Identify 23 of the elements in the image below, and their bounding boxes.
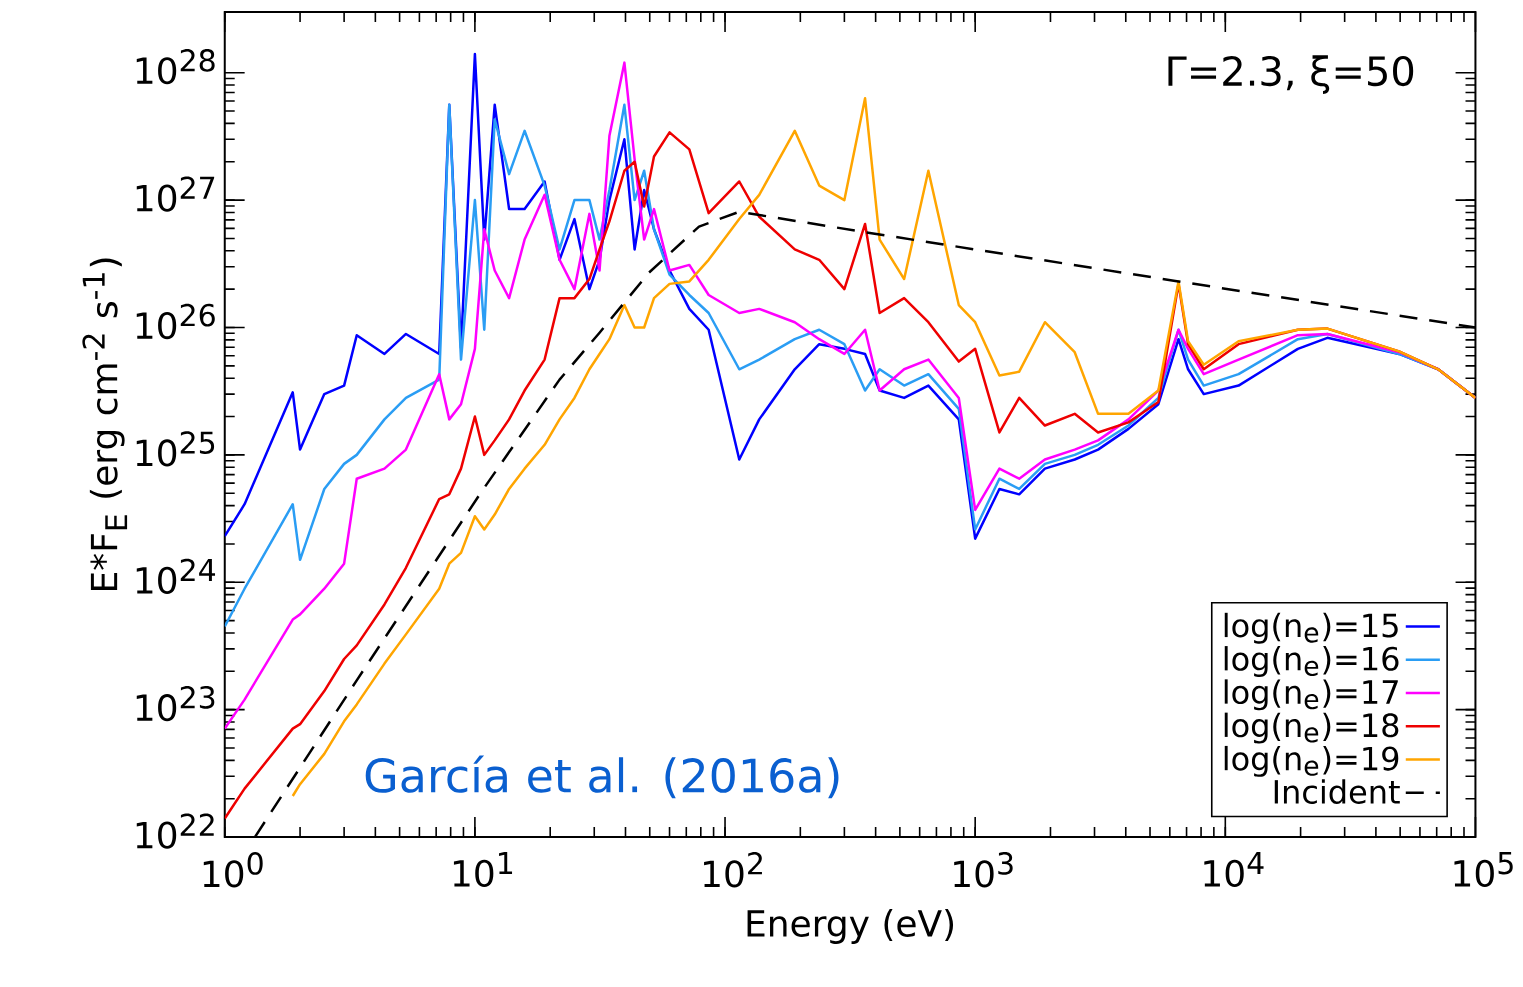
x-tick-label: 10$^{1}$	[453, 852, 513, 888]
y-tick-label: 10$^{26}$	[136, 303, 215, 340]
legend-label: log(n$_{e}$)=19	[1224, 745, 1399, 777]
x-tick-label: 10$^{5}$	[1454, 852, 1513, 888]
annotation: García et al. (2016a)	[365, 755, 839, 799]
x-tick-label: 10$^{0}$	[203, 852, 263, 888]
y-tick-label: 10$^{23}$	[136, 686, 215, 722]
x-tick-label: 10$^{3}$	[954, 852, 1013, 888]
x-tick-label: 10$^{4}$	[1204, 852, 1264, 888]
legend-label: log(n$_{e}$)=15	[1224, 612, 1398, 644]
y-tick-label: 10$^{28}$	[136, 49, 215, 85]
y-tick-label: 10$^{27}$	[136, 176, 215, 212]
x-tick-label: 10$^{2}$	[704, 852, 762, 888]
y-axis-title: E*F$_{E}$ (erg cm$^{-2}$ s$^{-1}$)	[82, 258, 128, 591]
x-axis-title: Energy (eV)	[747, 909, 954, 944]
y-tick-label: 10$^{22}$	[136, 813, 214, 849]
y-tick-label: 10$^{24}$	[136, 558, 216, 594]
legend-label: Incident	[1274, 779, 1400, 804]
y-tick-label: 10$^{25}$	[136, 431, 215, 467]
legend-label: log(n$_{e}$)=16	[1224, 646, 1399, 678]
annotation: Γ=2.3, ξ=50	[1168, 55, 1414, 95]
legend-label: log(n$_{e}$)=17	[1224, 679, 1398, 711]
legend-label: log(n$_{e}$)=18	[1224, 712, 1399, 744]
